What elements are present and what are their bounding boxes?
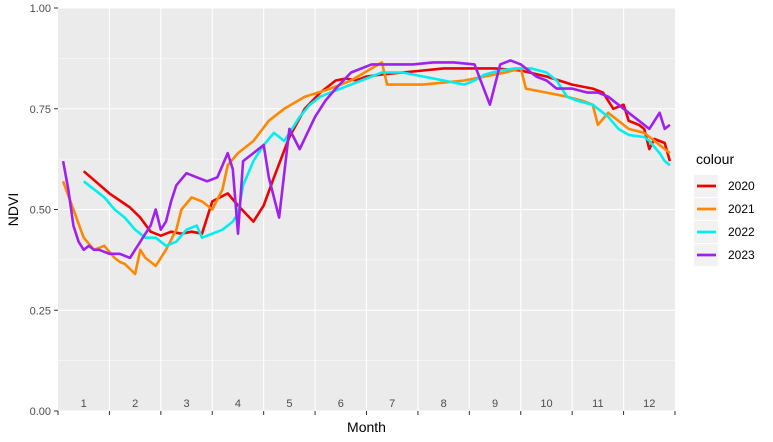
x-axis-title: Month bbox=[347, 419, 386, 435]
x-tick-label: 3 bbox=[183, 398, 189, 410]
x-tick-label: 6 bbox=[338, 398, 344, 410]
legend-label-2020: 2020 bbox=[728, 179, 755, 193]
x-tick-label: 7 bbox=[389, 398, 395, 410]
series-lines bbox=[61, 59, 672, 276]
x-tick-label: 10 bbox=[540, 398, 552, 410]
series-line-2023 bbox=[61, 59, 671, 260]
y-axis-title: NDVI bbox=[5, 193, 21, 226]
y-tick-label: 0.25 bbox=[30, 305, 51, 317]
x-tick-label: 5 bbox=[286, 398, 292, 410]
x-axis: 1 2 3 4 5 6 7 8 9 10 11 12 bbox=[57, 398, 676, 415]
x-tick-label: 1 bbox=[81, 398, 87, 410]
legend-label-2022: 2022 bbox=[728, 225, 755, 239]
y-tick-label: 0.50 bbox=[30, 205, 51, 217]
x-tick-label: 8 bbox=[441, 398, 447, 410]
legend-title: colour bbox=[696, 151, 734, 167]
x-tick-label: 9 bbox=[492, 398, 498, 410]
y-tick-label: 1.00 bbox=[30, 3, 51, 15]
grid-lines bbox=[58, 7, 675, 412]
x-tick-label: 2 bbox=[132, 398, 138, 410]
legend: colour 2020 2021 2022 2023 bbox=[694, 151, 755, 266]
legend-label-2021: 2021 bbox=[728, 202, 755, 216]
y-axis: 0.00 0.25 0.50 0.75 1.00 bbox=[30, 3, 58, 418]
x-tick-label: 11 bbox=[592, 398, 603, 410]
y-tick-label: 0.00 bbox=[30, 406, 51, 418]
x-tick-label: 4 bbox=[235, 398, 241, 410]
legend-label-2023: 2023 bbox=[728, 248, 755, 262]
x-tick-label: 12 bbox=[643, 398, 655, 410]
y-tick-label: 0.75 bbox=[30, 104, 51, 116]
